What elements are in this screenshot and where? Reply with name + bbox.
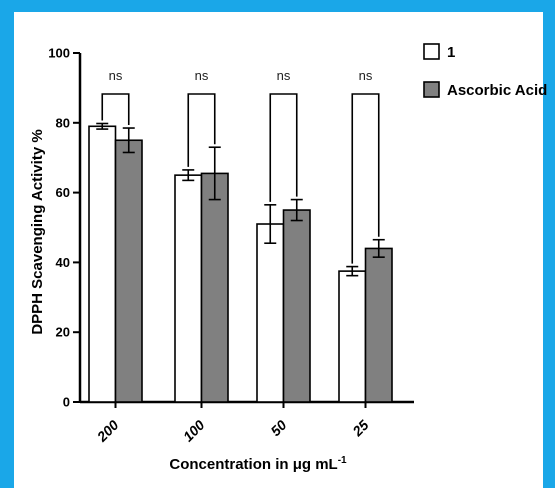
bar-series-1: [174, 174, 203, 403]
x-tick-label: 50: [267, 417, 289, 439]
x-axis-title-main: Concentration in μg mL: [169, 456, 337, 473]
y-tick-label: 80: [56, 115, 70, 130]
bar-series-1: [88, 125, 117, 403]
bar-ascorbic-acid: [364, 247, 393, 403]
significance-label: ns: [359, 68, 373, 83]
significance-label: ns: [195, 68, 209, 83]
legend-label: 1: [447, 44, 455, 61]
legend: 1 Ascorbic Acid: [423, 43, 547, 99]
y-tick-label: 0: [63, 395, 70, 410]
significance-bracket: [351, 93, 380, 264]
bar-ascorbic-acid: [282, 209, 311, 403]
x-axis-title: Concentration in μg mL-1: [169, 455, 347, 473]
significance-label: ns: [109, 68, 123, 83]
y-tick-label: 60: [56, 185, 70, 200]
x-tick-label: 25: [349, 417, 372, 440]
significance-bracket: [269, 93, 298, 202]
significance-label: ns: [277, 68, 291, 83]
legend-swatch-series-1: [423, 43, 440, 60]
legend-swatch-ascorbic-acid: [423, 81, 440, 98]
x-tick-label: 100: [180, 417, 208, 445]
y-tick-label: 40: [56, 255, 70, 270]
x-axis-title-superscript: -1: [338, 455, 347, 466]
bars: [88, 122, 393, 403]
x-tick-label: 200: [93, 417, 122, 446]
bar-series-1: [338, 270, 367, 403]
bar-series-1: [256, 223, 285, 403]
significance-bracket: [101, 93, 130, 126]
bar-ascorbic-acid: [114, 139, 143, 403]
y-tick-label: 20: [56, 325, 70, 340]
y-axis-title: DPPH Scavenging Activity %: [29, 129, 46, 334]
bar-ascorbic-acid: [200, 172, 229, 403]
significance-brackets: ns ns ns ns: [101, 68, 380, 264]
significance-bracket: [187, 93, 216, 167]
y-tick-label: 100: [48, 46, 70, 61]
legend-label: Ascorbic Acid: [447, 82, 547, 99]
